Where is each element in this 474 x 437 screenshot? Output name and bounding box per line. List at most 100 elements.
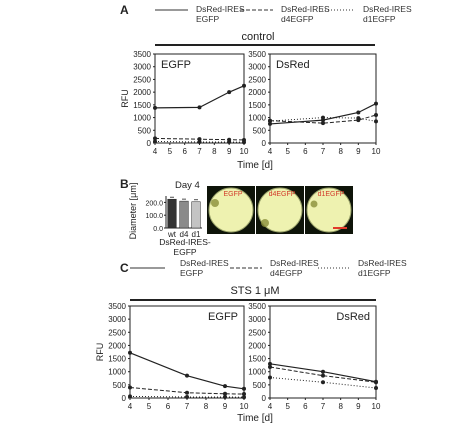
y-tick-label-c-dsred: 500 (253, 381, 267, 390)
y-tick-label-c-egfp: 2500 (108, 328, 126, 337)
legend-a-d1-line2: d1EGFP (363, 14, 396, 24)
x-tick-label-a-egfp: 10 (240, 147, 249, 156)
data-point-dotted-c-egfp (242, 395, 246, 400)
data-point-solid-c-egfp (223, 384, 227, 389)
y-tick-label-c-egfp: 3000 (108, 315, 126, 324)
x-tick-label-c-egfp: 5 (147, 402, 152, 411)
data-point-dotted-c-dsred (321, 380, 325, 385)
data-point-dashed-c-dsred (374, 380, 378, 385)
y-tick-label-c-egfp: 500 (113, 381, 127, 390)
bar-category-label-d1: d1 (192, 230, 201, 239)
data-point-solid-a-egfp (227, 90, 232, 95)
data-point-dotted-c-egfp (128, 394, 132, 399)
data-point-dotted-a-egfp (153, 139, 157, 144)
data-point-dashed-a-dsred (321, 121, 325, 126)
y-tick-label-c-dsred: 0 (262, 394, 267, 403)
y-tick-label-a-dsred: 2500 (248, 75, 266, 84)
x-tick-label-a-egfp: 7 (197, 147, 202, 156)
well-d1egfp-spheroid (310, 200, 318, 208)
chart-a-dsred: 0 500 1000 1500 2000 2500 3000 3500 4 5 6 7 8 9 10 DsRe… (248, 50, 381, 156)
legend-c-d1-line2: d1EGFP (358, 268, 391, 278)
data-point-dotted-a-dsred (268, 119, 272, 124)
well-d1egfp-disc (306, 187, 352, 233)
legend-c-egfp-line1: DsRed-IRES (180, 258, 229, 268)
panel-c-header: STS 1 μM (230, 285, 279, 297)
y-axis-label-c-egfp: RFU (95, 343, 105, 362)
data-point-solid-a-egfp (197, 105, 202, 110)
well-egfp-label: EGFP (223, 191, 242, 198)
panel-b-group-line1: DsRed-IRES- (159, 237, 211, 247)
well-d4egfp-spheroid (261, 219, 269, 227)
data-point-dotted-a-dsred (374, 119, 378, 124)
data-point-solid-a-dsred (374, 101, 378, 106)
data-point-dashed-a-egfp (153, 136, 157, 141)
chart-c-dsred: 0 500 1000 1500 2000 2500 3000 3500 4 5 6 7 8 9 10 DsRe… (248, 302, 381, 411)
well-d4egfp-label: d4EGFP (269, 191, 296, 198)
data-point-dashed-c-egfp (223, 391, 227, 396)
y-tick-label-a-egfp: 2000 (133, 88, 151, 97)
data-point-solid-c-egfp (242, 386, 246, 391)
data-point-dashed-c-egfp (128, 385, 132, 390)
legend-c-d4-line1: DsRed-IRES (270, 258, 319, 268)
data-point-dashed-c-dsred (321, 373, 325, 378)
y-tick-label-a-egfp: 1500 (133, 101, 151, 110)
y-tick-label-c-egfp: 1500 (108, 355, 126, 364)
y-tick-label-a-dsred: 1500 (248, 101, 266, 110)
legend-a-d1-line1: DsRed-IRES (363, 4, 412, 14)
y-tick-label-c-egfp: 1000 (108, 368, 126, 377)
well-d4egfp-disc (257, 187, 303, 233)
panel-b-letter: B (120, 177, 129, 191)
y-tick-label-c-dsred: 2500 (248, 328, 266, 337)
x-tick-label-a-egfp: 4 (153, 147, 158, 156)
legend-c-egfp-line2: EGFP (180, 268, 203, 278)
series-line-dashed-a-dsred (269, 114, 377, 124)
x-tick-label-a-dsred: 10 (372, 147, 381, 156)
panel-a-header: control (241, 31, 274, 43)
y-tick-label-c-dsred: 1000 (248, 368, 266, 377)
data-point-solid-c-dsred (321, 369, 325, 374)
y-tick-label-a-dsred: 2000 (248, 88, 266, 97)
well-egfp-spheroid (211, 199, 219, 207)
y-tick-label-a-egfp: 2500 (133, 75, 151, 84)
data-point-dotted-a-dsred (356, 116, 361, 121)
well-d1egfp-label: d1EGFP (318, 191, 345, 198)
x-tick-label-c-dsred: 8 (338, 402, 343, 411)
x-tick-label-a-egfp: 6 (182, 147, 187, 156)
x-tick-label-a-dsred: 6 (303, 147, 308, 156)
chart-c-egfp: 0 500 1000 1500 2000 2500 3000 3500 4 5 6 7 8 9 10 RFU E… (95, 302, 249, 411)
data-point-dotted-a-egfp (227, 139, 232, 144)
data-point-dashed-c-dsred (268, 364, 272, 369)
panel-c-legend: DsRed-IRES EGFP DsRed-IRES d4EGFP DsRed-… (130, 258, 407, 278)
panel-a-xlabel: Time [d] (237, 160, 273, 171)
chart-a-egfp: 0 500 1000 1500 2000 2500 3000 3500 4 5 6 7 8 9 10 RFU E… (120, 50, 249, 156)
x-tick-label-c-dsred: 4 (268, 402, 273, 411)
y-tick-label-a-dsred: 1000 (248, 114, 266, 123)
y-tick-label-a-dsred: 0 (262, 139, 267, 148)
data-point-solid-a-egfp (242, 83, 246, 88)
bar-y-tick-label: 100.0 (145, 213, 163, 220)
x-tick-label-c-egfp: 9 (223, 402, 228, 411)
legend-a-d4-line2: d4EGFP (281, 14, 314, 24)
well-egfp-disc (208, 187, 254, 233)
x-tick-label-c-egfp: 10 (240, 402, 249, 411)
x-tick-label-a-egfp: 8 (212, 147, 217, 156)
x-tick-label-c-egfp: 8 (204, 402, 209, 411)
data-point-dotted-c-egfp (223, 394, 227, 399)
y-tick-label-a-dsred: 500 (253, 126, 267, 135)
series-line-solid-a-egfp (154, 85, 245, 109)
x-tick-label-c-dsred: 6 (303, 402, 308, 411)
well-egfp: EGFP (207, 186, 255, 234)
data-point-dotted-c-egfp (185, 394, 189, 399)
panel-b-wells: EGFP d4EGFP d1EGFP (207, 186, 353, 234)
chart-b-bar: 0.0 100.0 200.0 wt d4 d1 (145, 196, 202, 239)
bar-y-tick-label: 200.0 (145, 200, 163, 207)
x-tick-label-a-egfp: 9 (227, 147, 232, 156)
y-tick-label-c-dsred: 3500 (248, 302, 266, 311)
x-tick-label-c-egfp: 6 (166, 402, 171, 411)
plot-title-c-dsred: DsRed (336, 311, 370, 323)
data-point-solid-a-dsred (268, 121, 272, 126)
y-tick-label-c-dsred: 1500 (248, 355, 266, 364)
panel-c-letter: C (120, 261, 129, 275)
data-point-dotted-c-dsred (374, 386, 378, 391)
